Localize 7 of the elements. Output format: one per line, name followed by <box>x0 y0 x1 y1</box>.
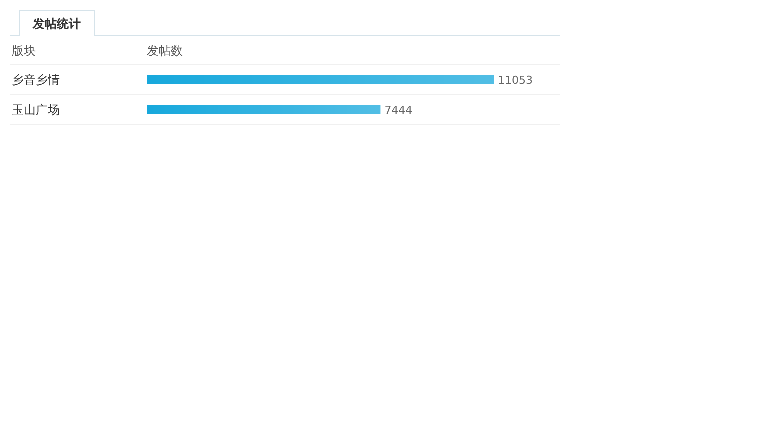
y-axis-title: 版块 <box>12 44 36 58</box>
x-axis-title: 发帖数 <box>147 44 183 58</box>
data-label: 11053 <box>498 74 533 87</box>
data-label: 7444 <box>384 104 413 117</box>
y-tick-label: 玉山广场 <box>12 103 60 117</box>
chart-title: 发帖统计 <box>32 17 81 31</box>
y-tick-label: 乡音乡情 <box>12 73 60 87</box>
